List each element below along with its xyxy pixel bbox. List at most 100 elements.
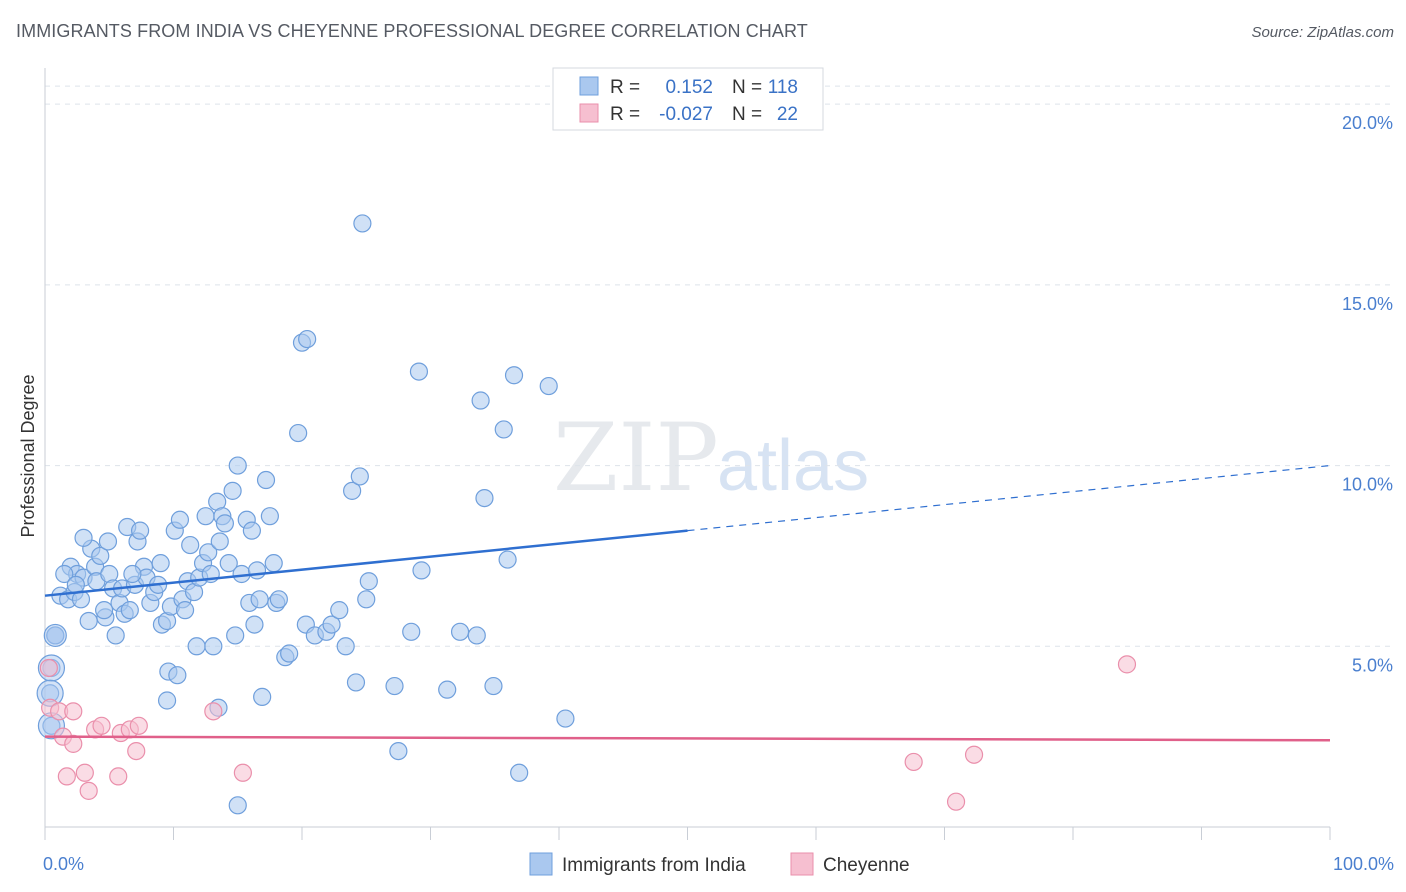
data-point-india [123, 564, 142, 584]
series-immigrants-from-india [36, 214, 575, 815]
legend-swatch-india [579, 76, 599, 96]
data-point-india [289, 423, 308, 443]
data-point-india [199, 543, 218, 562]
data-point-india [79, 611, 98, 631]
data-point-india [264, 554, 283, 573]
data-point-india [242, 521, 261, 540]
y-axis-label: Professional Degree [18, 374, 38, 537]
data-point-india [106, 626, 125, 645]
legend-n-value-india: 118 [768, 77, 798, 98]
data-point-india [467, 626, 486, 645]
data-point-india [498, 550, 517, 569]
data-point-cheyenne [92, 716, 111, 735]
data-point-cheyenne [75, 763, 94, 782]
data-point-india [409, 362, 429, 381]
data-point-india [385, 676, 404, 696]
data-point-cheyenne [233, 763, 252, 782]
legend-r-label: R = [610, 77, 640, 98]
bottom-legend-swatch-cheyenne [790, 852, 814, 876]
data-point-india [187, 637, 206, 656]
data-point-india [157, 691, 177, 710]
data-point-india [484, 676, 503, 696]
data-point-india [298, 329, 317, 349]
data-point-india [269, 590, 288, 609]
data-point-india [539, 376, 558, 396]
data-point-cheyenne [127, 741, 146, 761]
data-point-india [175, 601, 195, 620]
legend-r-label-2: R = [610, 104, 640, 125]
data-point-india [260, 507, 279, 526]
data-point-india [343, 481, 362, 500]
data-point-india [226, 626, 245, 645]
data-point-india [91, 546, 110, 566]
data-point-india [322, 615, 341, 634]
data-point-india [215, 514, 234, 533]
trend-line-india [44, 529, 688, 597]
data-point-india [170, 510, 190, 529]
data-point-india [196, 507, 215, 526]
data-point-india [228, 456, 247, 475]
y-tick-label: 5.0% [1352, 655, 1393, 675]
bottom-legend-label-cheyenne: Cheyenne [823, 855, 910, 876]
data-point-india [450, 622, 470, 641]
data-point-india [280, 644, 299, 663]
y-tick-label: 15.0% [1342, 294, 1393, 314]
data-point-india [494, 420, 513, 439]
data-point-india [253, 687, 272, 706]
legend-r-value-india: 0.152 [665, 77, 713, 98]
source-credit: Source: ZipAtlas.com [1251, 24, 1394, 41]
data-point-cheyenne [946, 792, 966, 811]
data-point-india [330, 601, 349, 620]
data-point-cheyenne [57, 767, 76, 786]
data-point-india [412, 561, 431, 580]
trend-line-india-extension [687, 464, 1331, 532]
legend-n-label: N = [732, 77, 762, 98]
data-point-india [510, 763, 529, 782]
gridlines [45, 85, 1392, 647]
correlation-legend: R = 0.152 N = 118 R = -0.027 N = 22 [552, 67, 824, 131]
watermark-zip: ZIP [553, 404, 719, 513]
data-point-india [336, 637, 355, 656]
data-point-india [120, 601, 139, 620]
data-point-cheyenne [64, 702, 83, 721]
legend-swatch-cheyenne [579, 103, 599, 123]
data-point-cheyenne [39, 658, 58, 678]
data-point-india [346, 673, 366, 692]
data-point-india [350, 467, 369, 486]
data-point-india [223, 481, 242, 500]
legend-n-value-cheyenne: 22 [777, 104, 798, 125]
data-point-cheyenne [79, 781, 98, 800]
y-tick-label: 20.0% [1342, 113, 1393, 133]
data-point-india [402, 622, 421, 641]
data-point-india-large [43, 623, 67, 648]
x-tick-label-min: 0.0% [43, 854, 84, 874]
bottom-legend-label-india: Immigrants from India [562, 855, 746, 876]
data-point-india [228, 796, 247, 815]
data-point-cheyenne [964, 745, 984, 764]
data-point-india [250, 590, 269, 609]
y-tick-labels: 5.0% 10.0% 15.0% 20.0% [1342, 113, 1393, 675]
data-point-india [95, 601, 114, 620]
legend-n-label-2: N = [732, 104, 762, 125]
chart-title: IMMIGRANTS FROM INDIA VS CHEYENNE PROFES… [16, 21, 808, 41]
trend-line-cheyenne [44, 735, 1331, 742]
data-point-cheyenne [129, 716, 148, 735]
data-point-india [256, 470, 276, 490]
legend-r-value-cheyenne: -0.027 [659, 104, 713, 125]
data-point-cheyenne [904, 752, 923, 772]
data-point-india [181, 535, 200, 555]
data-point-india [98, 532, 118, 551]
data-point-india [475, 489, 494, 508]
data-point-cheyenne [109, 767, 128, 786]
data-point-cheyenne [204, 702, 223, 721]
data-point-cheyenne [1117, 655, 1137, 674]
data-point-india [556, 709, 575, 728]
data-point-india [168, 666, 187, 685]
series-legend: Immigrants from India Cheyenne [529, 852, 910, 876]
data-point-india [471, 391, 490, 410]
data-point-india [245, 615, 264, 634]
data-point-cheyenne [64, 734, 83, 753]
data-point-india [151, 554, 170, 573]
y-tick-label: 10.0% [1342, 475, 1393, 495]
